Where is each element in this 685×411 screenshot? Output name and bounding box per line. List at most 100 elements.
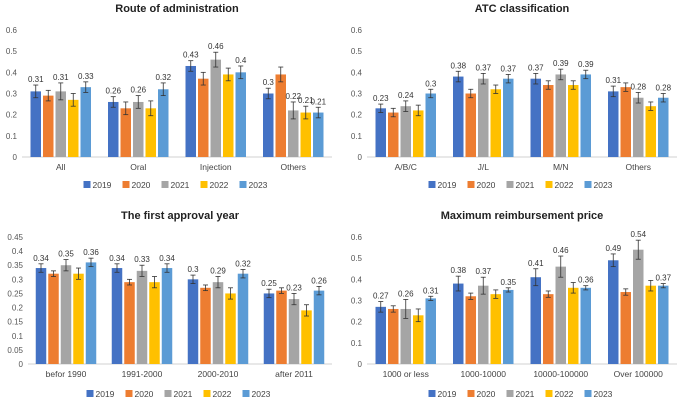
y-tick-label: 0.6 [351,233,363,242]
data-label: 0.3 [263,78,275,87]
legend-swatch-2023 [584,390,592,397]
data-label: 0.35 [500,278,516,287]
chart-title: ATC classification [475,3,570,15]
chart-panel-4: Maximum reimbursement price 0 0.1 0.2 0.3 0.4… [351,210,677,399]
x-category-label: 1991-2000 [122,369,163,379]
bar-2020-1 [465,93,476,157]
y-tick-label: 0 [19,360,24,369]
x-category-label: Others [625,162,651,172]
bar-2022-1 [490,89,501,157]
data-label: 0.22 [285,92,301,101]
bar-2021-0 [55,91,66,157]
bar-2021-3 [633,97,644,157]
bar-2019-2 [187,279,199,364]
legend-label-2021: 2021 [516,180,535,190]
bar-2021-2 [210,59,221,158]
bar-2019-3 [608,91,619,157]
bar-2019-3 [608,260,619,364]
legend-swatch-2022 [203,390,211,397]
bar-2021-0 [400,308,411,364]
bar-2020-0 [43,95,54,157]
x-category-label: 2000-2010 [198,369,239,379]
chart-title: Route of administration [115,3,239,15]
bar-2020-3 [620,87,631,157]
bar-2022-3 [301,310,312,364]
bar-2023-3 [313,112,324,157]
legend: 2019 2020 2021 2022 2023 [428,389,613,399]
legend-label-2020: 2020 [477,180,496,190]
legend-label-2020: 2020 [477,389,496,399]
bar-2022-2 [568,85,579,157]
bar-2022-0 [68,99,79,157]
data-label: 0.39 [553,59,569,68]
x-category-label: J/L [478,162,490,172]
bar-2023-1 [161,268,173,364]
legend-label-2023: 2023 [249,180,268,190]
y-tick-label: 0.3 [351,90,363,99]
y-tick-label: 0 [358,360,363,369]
bar-2019-2 [185,65,196,157]
legend-label-2021: 2021 [174,389,193,399]
legend-label-2019: 2019 [93,180,112,190]
bar-2021-3 [288,110,299,157]
y-tick-label: 0.2 [351,111,363,120]
legend-label-2023: 2023 [252,389,271,399]
bar-2023-1 [158,89,169,157]
bar-2022-1 [490,294,501,364]
bar-2022-0 [413,315,424,364]
bar-2019-1 [453,76,464,157]
bar-2023-0 [80,87,91,157]
x-category-label: Over 100000 [614,369,663,379]
legend-swatch-2020 [467,390,475,397]
data-label: 0.31 [28,75,44,84]
legend-label-2020: 2020 [132,180,151,190]
bar-2022-1 [149,282,160,364]
data-label: 0.46 [553,246,569,255]
y-tick-label: 0.15 [7,318,23,327]
data-label: 0.21 [310,97,326,106]
x-category-label: Injection [200,162,232,172]
data-label: 0.49 [605,244,621,253]
legend-label-2019: 2019 [438,180,457,190]
chart-title: Maximum reimbursement price [441,210,604,222]
data-label: 0.23 [373,94,389,103]
data-label: 0.28 [655,84,671,93]
x-category-label: after 2011 [275,369,313,379]
y-tick-label: 0.5 [6,47,18,56]
data-label: 0.4 [235,56,247,65]
chart-panel-1: Route of administration 0 0.1 0.2 0.3 0.4 0.5 0… [6,3,332,190]
y-tick-label: 0.6 [351,26,363,35]
bar-2020-0 [388,308,399,364]
y-tick-label: 0.5 [351,254,363,263]
bar-2022-2 [225,293,236,364]
data-label: 0.31 [53,73,69,82]
data-label: 0.34 [33,254,49,263]
data-label: 0.32 [155,73,171,82]
data-label: 0.29 [210,267,226,276]
bar-2023-0 [85,262,97,364]
data-label: 0.35 [58,250,74,259]
x-category-label: Oral [130,162,146,172]
data-label: 0.24 [398,91,414,100]
legend-label-2021: 2021 [171,180,190,190]
x-category-label: All [56,162,66,172]
bar-2023-2 [580,74,591,157]
bar-2022-2 [568,287,579,364]
y-tick-label: 0.4 [12,247,24,256]
bar-2019-1 [108,101,119,157]
data-label: 0.39 [578,60,594,69]
bar-2020-1 [465,296,476,364]
y-tick-label: 0.2 [351,318,363,327]
data-label: 0.26 [311,276,327,285]
data-label: 0.27 [373,292,389,301]
bar-2020-3 [276,290,287,364]
y-tick-label: 0.35 [7,261,23,270]
x-category-label: Others [280,162,306,172]
chart-panel-3: The first approval year 0 0.05 0.1 0.15 0.2 0.… [7,210,332,399]
y-tick-label: 0.1 [351,132,363,141]
data-label: 0.32 [235,259,251,268]
data-label: 0.3 [425,79,437,88]
bar-2022-3 [300,112,311,157]
bar-2020-1 [124,282,135,364]
bar-2023-1 [503,289,514,364]
